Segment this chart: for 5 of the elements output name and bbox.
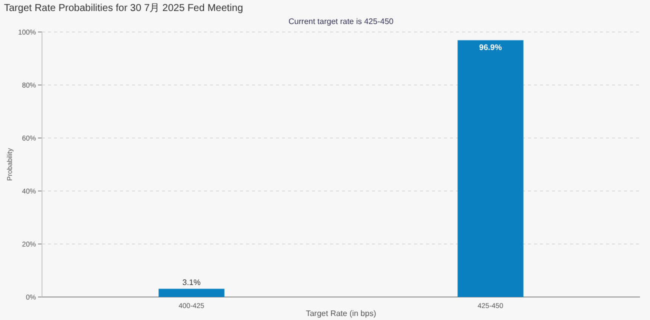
data-label: 96.9% xyxy=(479,43,502,52)
data-label: 3.1% xyxy=(182,278,201,287)
chart-subtitle: Current target rate is 425-450 xyxy=(288,17,394,26)
x-axis-title: Target Rate (in bps) xyxy=(306,309,376,318)
chart-title: Target Rate Probabilities for 30 7月 2025 Fed Meeting xyxy=(4,3,244,14)
